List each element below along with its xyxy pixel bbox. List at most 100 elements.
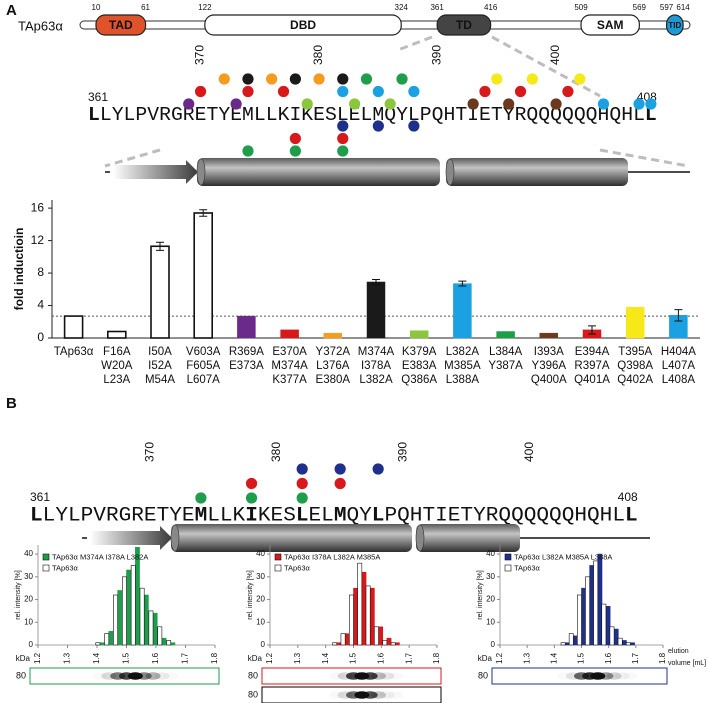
mutation-dot <box>514 85 527 98</box>
helix-cap <box>445 158 455 186</box>
mutation-dot <box>266 73 278 85</box>
y-tick-label: 8 <box>37 265 44 279</box>
sequence-segment: LLK <box>207 504 245 527</box>
legend-label: TAp63α L382A M385A L388A <box>514 552 612 561</box>
x-tick-label: E383A <box>402 360 437 372</box>
x-tick-label: I393A <box>534 346 564 358</box>
mutation-dot <box>245 492 258 504</box>
x-tick-label: 1.2 <box>33 652 42 664</box>
x-tick-label: Q398A <box>617 360 653 372</box>
helix <box>171 524 412 552</box>
x-tick-label: Q386A <box>401 374 437 386</box>
y-axis-label: fold inductioin <box>12 228 26 311</box>
y-tick-label: 20 <box>24 595 33 604</box>
gel-unit: kDa <box>16 654 31 663</box>
x-tick-label: TAp63α <box>54 346 94 358</box>
mutation-dot <box>277 85 290 98</box>
bar <box>357 562 363 646</box>
domain-end: 614 <box>676 3 690 12</box>
x-tick-label: L23A <box>103 374 130 386</box>
domain-name: SAM <box>597 18 624 32</box>
legend-label: TAp63α I378A L382A M385A <box>284 552 380 561</box>
bar <box>621 640 627 646</box>
x-tick-label: M374A <box>358 346 395 358</box>
mutation-dot <box>372 463 384 475</box>
mutation-dot <box>313 73 325 85</box>
bar <box>193 212 213 339</box>
domain-end: 324 <box>395 3 409 12</box>
x-tick-label: 1.7 <box>181 652 190 664</box>
x-tick-label: Q401A <box>574 374 610 386</box>
bar <box>609 626 615 646</box>
x-tick-label: H404A <box>661 346 696 358</box>
legend-swatch <box>274 564 282 572</box>
x-tick-label: W20A <box>101 360 133 372</box>
error-bar <box>372 279 380 285</box>
domain-start: 597 <box>660 3 674 12</box>
bar <box>539 332 559 339</box>
gel-marker: 80 <box>248 689 258 699</box>
x-tick-label: I378A <box>361 360 391 372</box>
x-tick-label: 1.6 <box>151 652 160 664</box>
mutation-dot <box>334 477 346 490</box>
legend-label: TAp63α M374A I378A L382A <box>52 552 148 561</box>
residue-tick: 370 <box>142 442 156 462</box>
domain-name: DBD <box>290 18 316 32</box>
x-tick-label: V603A <box>186 346 221 358</box>
x-tick-label: 1.2 <box>495 652 504 664</box>
mutation-dot <box>242 85 254 98</box>
sequence-segment: L <box>625 504 638 527</box>
bar <box>597 553 603 646</box>
sequence-segment: L <box>372 504 385 527</box>
mutation-dot <box>296 477 308 490</box>
gel-band <box>362 672 378 680</box>
sequence-segment: KES <box>258 504 296 527</box>
gel-band <box>404 672 419 680</box>
sequence-segment: PQHTIETYRQQQQQQHQHL <box>384 504 625 527</box>
mutation-dot <box>408 85 420 98</box>
sequence-segment: LYLPVRGRETYE <box>43 504 195 527</box>
x-tick-label: L408A <box>662 374 696 386</box>
x-tick-label: L384A <box>489 346 523 358</box>
bar <box>280 329 299 339</box>
domain-start: 361 <box>430 3 444 12</box>
domain <box>436 14 492 36</box>
bar <box>323 332 343 339</box>
seq-end: 408 <box>618 490 638 504</box>
zoom-lines <box>104 35 689 168</box>
legend-label: TAp63α <box>52 563 79 572</box>
residue-tick: 370 <box>193 45 207 65</box>
domain <box>204 14 402 36</box>
legend-label: TAp63α <box>284 563 311 572</box>
bar <box>378 626 384 646</box>
error-bar <box>199 209 208 217</box>
sequence-segment: L <box>296 504 309 527</box>
residue-tick: 380 <box>311 45 325 65</box>
bar <box>625 306 645 339</box>
x-tick-label: F605A <box>186 360 220 372</box>
gel-band <box>631 672 646 680</box>
sequence-segment: L <box>88 104 100 126</box>
y-tick-label: 10 <box>256 617 265 626</box>
y-tick-label: 10 <box>24 617 33 626</box>
gel-marker: 80 <box>478 670 488 680</box>
error-bar <box>588 325 596 335</box>
y-axis-label: rel. intensity [%] <box>247 570 254 619</box>
bar <box>568 633 574 646</box>
x-tick-label: 1.4 <box>321 652 330 664</box>
residue-tick: 380 <box>269 442 283 462</box>
mutation-dot <box>372 85 384 98</box>
y-tick-label: 10 <box>486 617 495 626</box>
mutation-dot <box>562 85 574 98</box>
x-tick-label: I50A <box>148 346 172 358</box>
bar <box>113 594 118 646</box>
y-tick-label: 0 <box>261 640 266 649</box>
x-tick-label: R369A <box>229 346 264 358</box>
gel-band <box>590 672 606 680</box>
x-tick-label: F16A <box>103 346 131 358</box>
bar <box>166 640 172 646</box>
x-tick-label: 1.2 <box>265 652 274 664</box>
x-axis-label: elution <box>668 648 689 655</box>
strand-arrow <box>90 526 172 550</box>
legend-swatch <box>504 553 512 561</box>
